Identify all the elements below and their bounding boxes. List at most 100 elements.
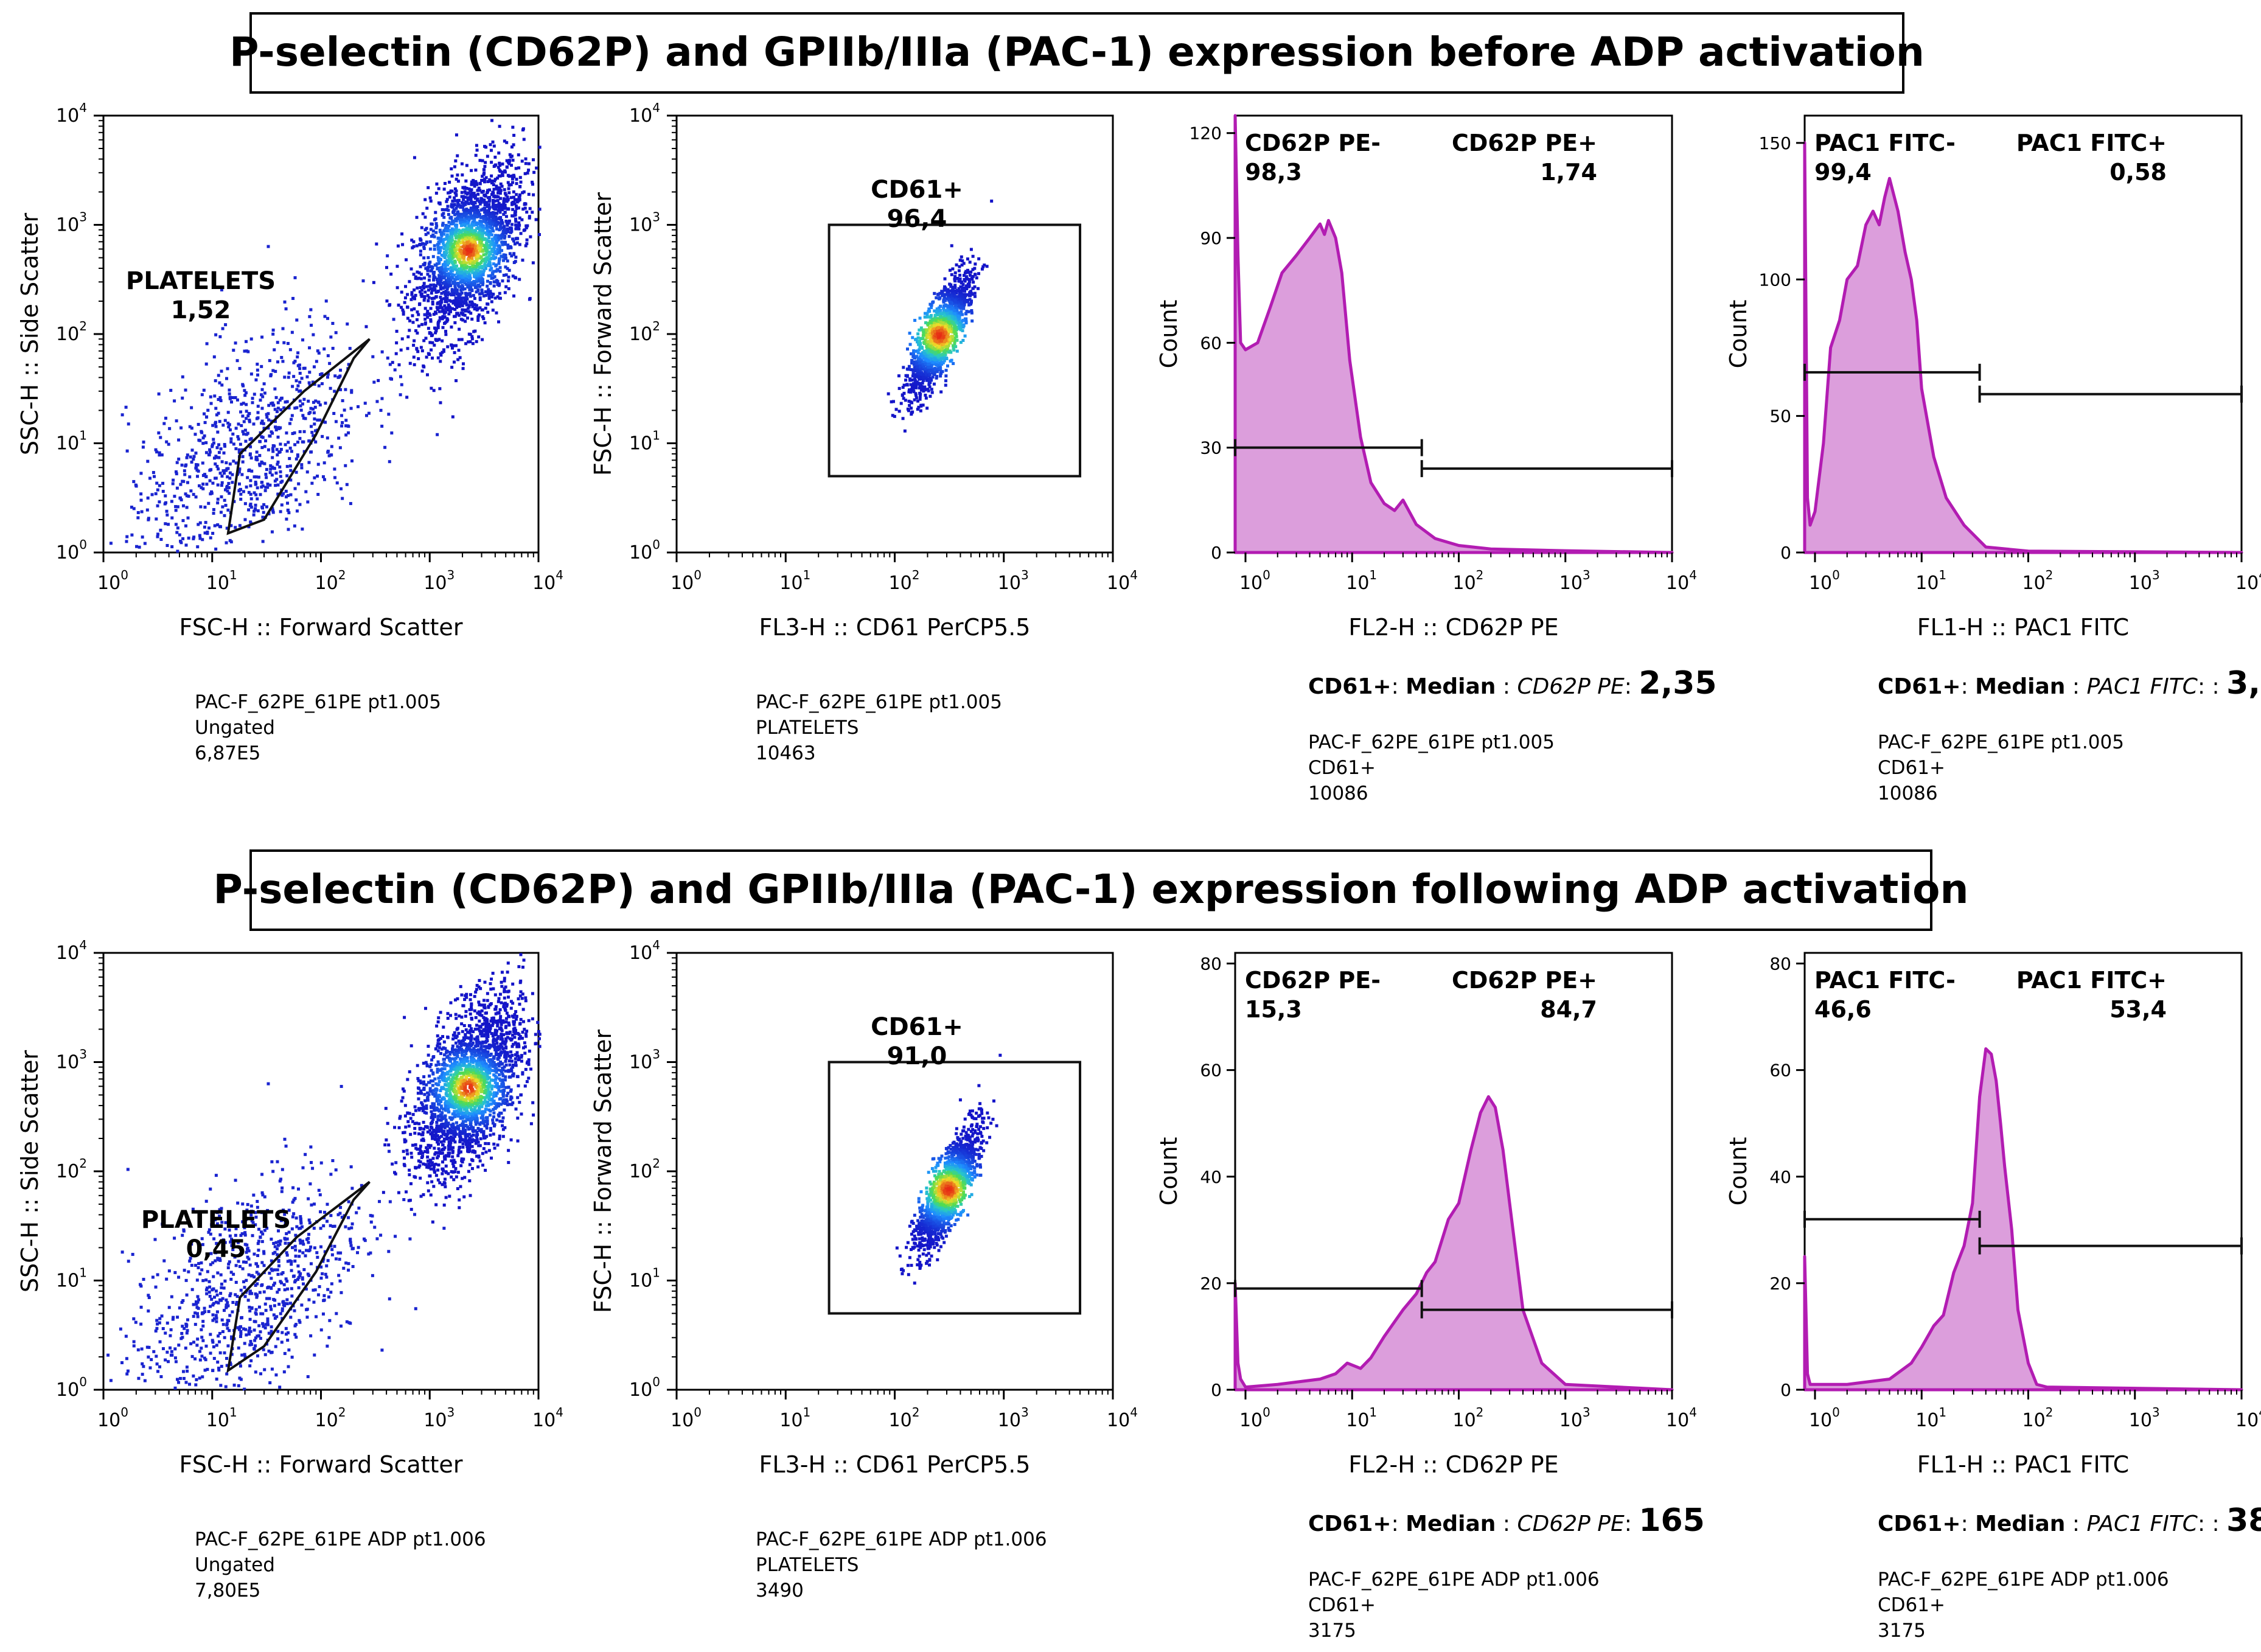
row0-p0-event-dot <box>445 249 448 253</box>
row0-p0-event-dot <box>503 211 507 214</box>
row0-p0-event-dot <box>461 235 464 239</box>
row0-p0-event-dot <box>405 396 409 399</box>
row0-p0-event-dot <box>295 388 299 391</box>
row0-p1-event-dot <box>933 367 936 371</box>
row0-p0-event-dot <box>241 414 245 418</box>
row0-p0-event-dot <box>473 215 476 219</box>
row0-p0-event-dot <box>223 443 226 447</box>
row0-p0-event-dot <box>484 290 487 294</box>
row0-p0-event-dot <box>405 305 409 309</box>
row0-p2-x-tick-label: 103 <box>1559 568 1590 594</box>
row0-p1-event-dot <box>953 338 956 342</box>
row0-p0-event-dot <box>463 287 467 291</box>
row0-p0-event-dot <box>245 403 248 406</box>
row0-p1-event-dot <box>962 286 966 290</box>
row0-p1-event-dot <box>942 295 946 299</box>
row0-p0-event-dot <box>431 357 434 360</box>
row0-p0-event-dot <box>394 352 398 355</box>
row0-p0-event-dot <box>458 285 462 288</box>
row0-p1-event-dot <box>971 274 975 278</box>
row0-p0-event-dot <box>486 155 489 158</box>
row0-p0-event-dot <box>258 440 262 444</box>
row0-p0-event-dot <box>466 292 470 296</box>
row0-p0-event-dot <box>262 503 266 506</box>
row0-p0-event-dot <box>467 305 471 308</box>
row0-p0-event-dot <box>416 286 419 290</box>
row0-p0-event-dot <box>443 304 447 308</box>
row0-p0-event-dot <box>442 251 446 255</box>
row0-p0-event-dot <box>502 201 506 204</box>
row0-p0-event-dot <box>485 243 489 246</box>
row0-p0-event-dot <box>471 244 475 248</box>
row0-p0-event-dot <box>423 318 427 321</box>
row0-p0-event-dot <box>478 159 482 162</box>
row0-p0-event-dot <box>481 234 484 238</box>
row0-p0-event-dot <box>464 235 468 239</box>
row0-p0-event-dot <box>442 212 445 215</box>
row0-p0-event-dot <box>440 253 444 257</box>
row0-p0-event-dot <box>241 455 245 458</box>
row0-p0-event-dot <box>451 220 455 223</box>
row0-p0-event-dot <box>271 431 274 435</box>
row0-p1-event-dot <box>967 285 970 288</box>
row0-p0-event-dot <box>515 237 519 240</box>
row0-p0-event-dot <box>523 206 527 210</box>
row0-p0-event-dot <box>176 505 179 509</box>
row0-p0-event-dot <box>448 254 452 258</box>
row0-p0-event-dot <box>422 245 426 249</box>
row0-p0-event-dot <box>226 367 229 371</box>
row0-p1-event-dot <box>933 358 937 361</box>
row0-p1-event-dot <box>932 371 935 375</box>
row0-p0-event-dot <box>464 246 467 250</box>
row0-p0-event-dot <box>402 312 405 316</box>
row0-p0-event-dot <box>330 445 333 448</box>
row0-p0-event-dot <box>455 193 458 197</box>
row0-p0-event-dot <box>243 349 246 353</box>
row0-p0-event-dot <box>130 506 133 509</box>
row0-p0-event-dot <box>522 190 526 193</box>
row0-p0-event-dot <box>439 280 442 284</box>
row0-p0-event-dot <box>211 445 214 448</box>
row0-p1-event-dot <box>948 301 952 304</box>
row0-p0-event-dot <box>519 232 523 235</box>
row0-p0-event-dot <box>185 506 189 509</box>
row0-p0-y-tick-label: 104 <box>56 100 87 127</box>
row0-p0-event-dot <box>339 368 343 372</box>
row0-p0-event-dot <box>447 191 450 195</box>
row0-p0-event-dot <box>293 524 296 528</box>
row0-p0-event-dot <box>275 410 279 413</box>
row0-p1-event-dot <box>920 385 924 388</box>
row0-p0-event-dot <box>481 215 485 218</box>
row0-p1-event-dot <box>918 348 921 352</box>
row0-p0-event-dot <box>506 223 509 227</box>
row0-p0-event-dot <box>489 290 492 293</box>
row0-p0-event-dot <box>451 268 455 272</box>
row0-p0-event-dot <box>433 248 436 251</box>
row0-p0-event-dot <box>217 443 221 447</box>
row0-p0-event-dot <box>496 282 500 286</box>
row0-p0-event-dot <box>448 257 451 261</box>
row0-p0-event-dot <box>198 537 202 540</box>
row0-p1-event-dot <box>955 298 958 302</box>
row0-p0-event-dot <box>458 276 462 280</box>
median-value: 2,35 <box>1639 665 1716 702</box>
row0-p0-event-dot <box>408 280 411 284</box>
row0-p0-event-dot <box>344 388 347 391</box>
row0-p0-event-dot <box>247 469 251 472</box>
row0-p0-event-dot <box>490 271 494 275</box>
row0-p0-event-dot <box>136 516 140 520</box>
row0-p1-event-dot <box>970 319 974 323</box>
row0-p1-event-dot <box>916 399 920 403</box>
row0-p0-event-dot <box>424 267 428 270</box>
row0-p1-event-dot <box>959 307 963 310</box>
row0-p0-event-dot <box>436 338 440 342</box>
row0-p0-event-dot <box>221 423 225 427</box>
row0-p2-x-tick-exp: 0 <box>1263 568 1270 582</box>
row0-p0-event-dot <box>506 227 509 231</box>
row0-p0-event-dot <box>433 263 437 267</box>
row0-p3-x-tick-exp: 3 <box>2152 568 2160 582</box>
row0-p0-event-dot <box>498 207 501 211</box>
row0-p0-event-dot <box>260 335 264 339</box>
row0-p1-event-dot <box>925 374 928 377</box>
row0-p0-event-dot <box>307 439 311 443</box>
